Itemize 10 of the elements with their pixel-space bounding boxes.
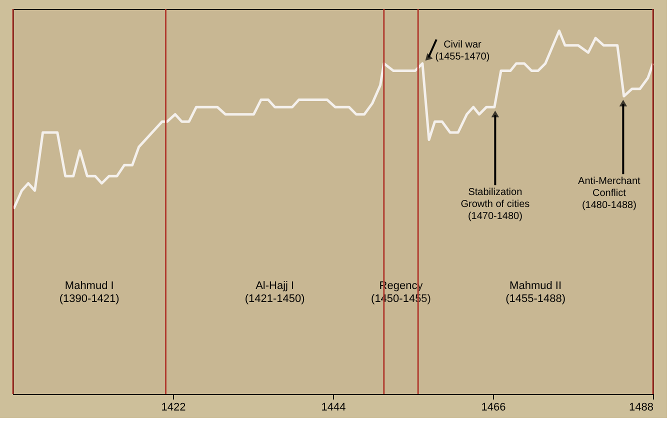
- band-label: Mahmud I (1390-1421): [59, 280, 120, 306]
- annotation: Anti-Merchant Conflict (1480-1488): [578, 176, 641, 212]
- x-tick-label: 1422: [161, 402, 186, 414]
- x-tick-label: 1488: [629, 402, 654, 414]
- x-tick-label: 1466: [481, 402, 506, 414]
- annotation: Civil war (1455-1470): [435, 39, 490, 62]
- x-tick-label: 1444: [321, 402, 346, 414]
- band-label: Mahmud II (1455-1488): [506, 280, 566, 306]
- band-label: Al-Hajj I (1421-1450): [244, 280, 305, 306]
- annotation: Stabilization Growth of cities (1470-1480): [460, 187, 530, 222]
